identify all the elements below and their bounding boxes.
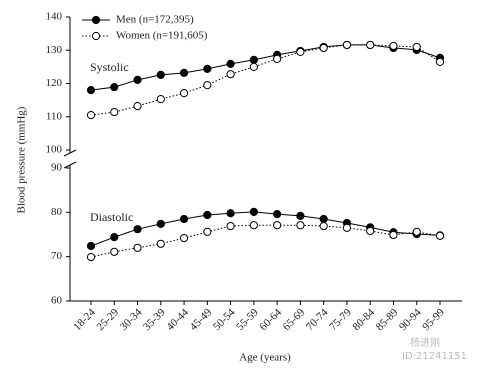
data-point [296,221,305,230]
series-line [90,44,441,116]
data-point [86,110,96,120]
y-tick-label: 140 [46,11,63,23]
data-point [179,233,189,243]
data-point [226,59,235,68]
data-point [389,230,398,240]
x-tick-label: 40-44 [164,306,191,333]
x-tick-label: 60-64 [257,306,284,333]
y-tick-label: 100 [46,144,63,156]
data-point [203,210,212,220]
y-tick-label: 80 [51,206,63,218]
legend-marker [91,15,101,25]
annotation: Diastolic [90,210,133,224]
data-point [366,40,375,50]
data-point [203,81,212,90]
x-tick-label: 35-39 [141,306,168,333]
data-point [412,227,421,236]
legend-marker [91,31,101,41]
data-point [226,221,235,231]
annotation: Systolic [90,60,129,74]
data-point [319,221,328,231]
data-point [156,95,165,104]
data-point [133,243,142,252]
watermark: 杨进刚 [410,336,440,349]
data-point [203,227,212,236]
legend-label: Women (n=191,605) [116,30,208,42]
data-point [342,40,352,50]
axis-break [63,161,77,169]
data-point [110,247,119,256]
data-point [249,62,258,71]
data-point [86,241,96,251]
x-tick-label: 90-94 [397,306,424,333]
x-tick-label: 75-79 [327,306,354,333]
data-point [296,47,305,57]
data-point [133,225,142,234]
data-point [342,223,352,232]
x-tick-label: 65-69 [281,306,308,333]
data-point [249,221,258,230]
data-point [156,239,165,248]
data-point [273,210,282,219]
y-tick-label: 70 [51,250,63,262]
x-tick-label: 18-24 [71,306,98,333]
data-point [296,211,305,220]
x-tick-label: 70-74 [304,306,331,333]
data-point [435,57,445,66]
data-point [110,107,119,117]
x-axis-label: Age (years) [239,352,291,364]
y-tick-label: 90 [51,162,63,174]
data-point [226,70,235,79]
y-tick-label: 120 [46,77,63,89]
x-tick-label: 25-29 [95,306,122,333]
x-tick-label: 80-84 [350,306,377,333]
data-point [366,226,375,236]
x-tick-label: 55-59 [234,306,261,333]
data-point [86,86,96,95]
x-tick-label: 85-89 [374,306,401,333]
data-point [435,231,445,240]
data-point [133,75,142,84]
data-point [249,207,258,216]
series-line [90,211,441,247]
x-tick-label: 45-49 [188,306,215,333]
data-point [226,209,235,218]
series-line [90,224,441,258]
y-tick-label: 130 [46,44,63,56]
x-tick-label: 95-99 [420,306,447,333]
x-tick-label: 30-34 [118,306,145,333]
data-point [179,89,189,98]
data-point [156,70,165,79]
data-point [273,54,282,63]
data-point [133,102,142,111]
data-point [179,214,189,224]
data-point [110,233,119,242]
data-point [203,64,212,73]
data-point [412,42,421,52]
y-tick-label: 60 [51,295,63,307]
series-line [90,44,441,91]
data-point [389,41,398,51]
data-point [273,221,282,230]
y-tick-label: 110 [46,110,63,122]
y-axis-label: Blood pressure (mmHg) [16,106,28,213]
watermark: ID:21241151 [402,351,467,362]
legend-label: Men (n=172,395) [116,14,194,26]
data-point [156,219,165,228]
data-point [319,214,328,224]
data-point [110,83,119,92]
data-point [319,43,328,53]
data-point [249,55,258,64]
x-tick-label: 50-54 [211,306,238,333]
axis-break [63,149,77,157]
data-point [86,253,96,262]
data-point [179,68,189,77]
